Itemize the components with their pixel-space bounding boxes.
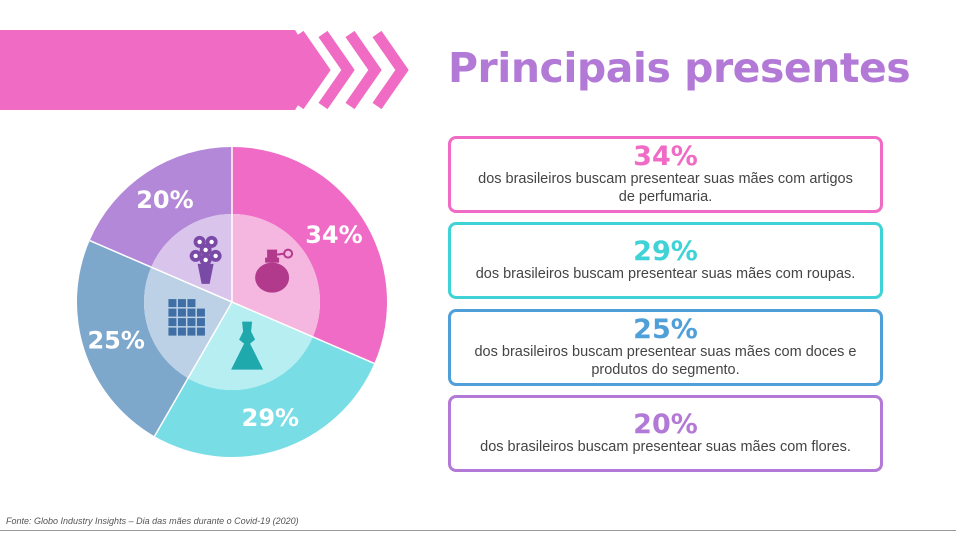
stat-card: 25% dos brasileiros buscam presentear su… xyxy=(448,309,883,386)
pie-slice xyxy=(232,147,387,364)
stat-card: 20% dos brasileiros buscam presentear su… xyxy=(448,395,883,472)
divider xyxy=(0,530,956,531)
card-description: dos brasileiros buscam presentear suas m… xyxy=(475,266,856,282)
pie-slice xyxy=(76,240,188,437)
card-percentage: 34% xyxy=(633,141,698,172)
pie-slice xyxy=(154,336,375,457)
header-banner xyxy=(0,30,409,110)
card-description: dos brasileiros buscam presentear suas m… xyxy=(478,171,853,205)
slice-label: 25% xyxy=(87,326,144,354)
chocolate-icon xyxy=(168,299,205,336)
card-percentage: 29% xyxy=(633,236,698,267)
dress-icon xyxy=(231,321,264,370)
card-percentage: 20% xyxy=(633,409,698,440)
slice-label: 29% xyxy=(242,404,299,432)
chevron-icon xyxy=(345,30,382,110)
chevron-icon xyxy=(372,30,409,110)
slice-separator xyxy=(153,301,233,437)
card-description: dos brasileiros buscam presentear suas m… xyxy=(480,439,851,455)
slice-separator xyxy=(231,301,375,365)
pie-slice xyxy=(89,147,232,268)
bouquet-icon xyxy=(189,235,222,284)
slice-separator xyxy=(89,239,233,303)
perfume-icon xyxy=(255,248,294,293)
slice-label: 34% xyxy=(305,221,362,249)
page-title: Principais presentes xyxy=(448,44,911,92)
slice-label: 20% xyxy=(136,186,193,214)
source-note: Fonte: Globo Industry Insights – Dia das… xyxy=(6,516,299,526)
chevron-icon xyxy=(318,30,355,110)
card-percentage: 25% xyxy=(633,314,698,345)
card-description: dos brasileiros buscam presentear suas m… xyxy=(474,344,857,378)
stat-card: 34% dos brasileiros buscam presentear su… xyxy=(448,136,883,213)
stat-card: 29% dos brasileiros buscam presentear su… xyxy=(448,222,883,299)
chevron-icon xyxy=(294,30,331,110)
pie-chart: 34% 29% 25% 20% xyxy=(76,147,387,457)
